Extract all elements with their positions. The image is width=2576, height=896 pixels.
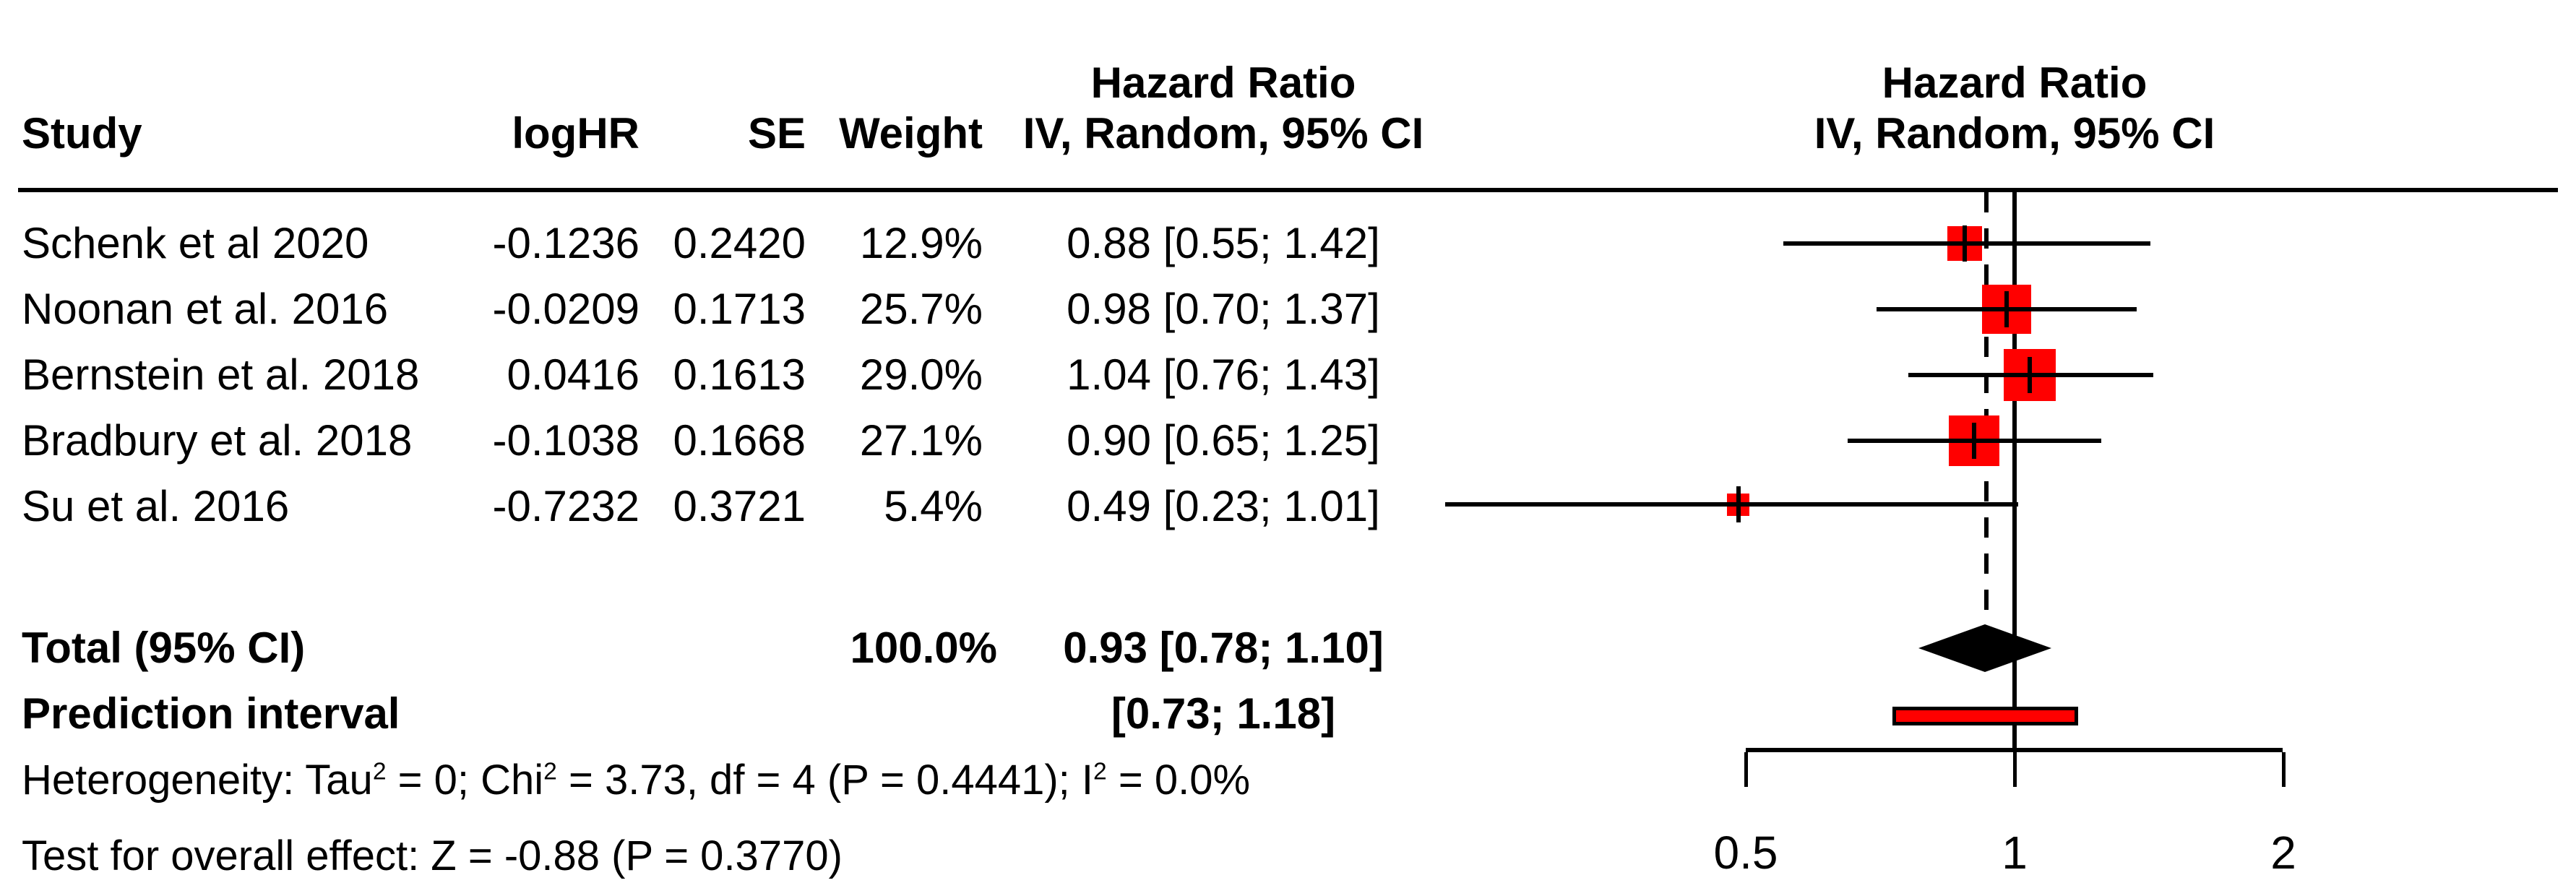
study-weight: 25.7% <box>859 285 983 333</box>
study-ci-line <box>1783 241 2150 246</box>
total-weight: 100.0% <box>850 624 998 672</box>
x-axis-tick <box>1744 752 1748 787</box>
study-se: 0.1613 <box>673 350 806 399</box>
heterogeneity-text: Heterogeneity: Tau2 = 0; Chi2 = 3.73, df… <box>22 757 1251 804</box>
study-weight: 12.9% <box>859 219 983 267</box>
col-header-hr-title: Hazard Ratio <box>1090 59 1356 107</box>
study-loghr: -0.1038 <box>492 416 640 465</box>
col-header-loghr: logHR <box>512 109 639 158</box>
prediction-label: Prediction interval <box>22 689 400 738</box>
study-name: Noonan et al. 2016 <box>22 285 389 333</box>
pooled-estimate-dashed-line <box>1984 192 1989 624</box>
study-se: 0.3721 <box>673 482 806 530</box>
study-point-tick <box>1972 423 1976 459</box>
header-rule <box>18 188 2558 192</box>
col-header-weight: Weight <box>839 109 983 158</box>
study-ci: 0.90 [0.65; 1.25] <box>1067 416 1380 465</box>
study-weight: 29.0% <box>859 350 983 399</box>
x-axis-line <box>1746 748 2283 752</box>
study-name: Su et al. 2016 <box>22 482 290 530</box>
x-axis-tick <box>2282 752 2286 787</box>
total-label: Total (95% CI) <box>22 624 306 672</box>
reference-line <box>2012 192 2017 748</box>
study-loghr: -0.7232 <box>492 482 640 530</box>
overall-effect-text: Test for overall effect: Z = -0.88 (P = … <box>22 832 843 879</box>
prediction-ci: [0.73; 1.18] <box>1111 689 1336 738</box>
study-ci-line <box>1445 502 2018 507</box>
total-diamond <box>1918 624 2051 672</box>
plot-header-hr-subtitle: IV, Random, 95% CI <box>1814 109 2215 158</box>
study-se: 0.1713 <box>673 285 806 333</box>
x-axis-tick-label: 0.5 <box>1713 827 1778 879</box>
study-name: Bradbury et al. 2018 <box>22 416 413 465</box>
study-ci: 0.49 [0.23; 1.01] <box>1067 482 1380 530</box>
study-name: Schenk et al 2020 <box>22 219 369 267</box>
x-axis-tick-label: 1 <box>2002 827 2028 879</box>
x-axis-tick-label: 2 <box>2270 827 2296 879</box>
study-point-tick <box>2004 291 2009 327</box>
study-point-tick <box>2028 357 2032 393</box>
col-header-study: Study <box>22 109 142 158</box>
col-header-se: SE <box>747 109 806 158</box>
study-weight: 5.4% <box>884 482 983 530</box>
study-se: 0.2420 <box>673 219 806 267</box>
plot-header-hr-title: Hazard Ratio <box>1882 59 2148 107</box>
total-ci: 0.93 [0.78; 1.10] <box>1063 624 1384 672</box>
study-point-tick <box>1963 225 1967 262</box>
study-weight: 27.1% <box>859 416 983 465</box>
study-loghr: -0.1236 <box>492 219 640 267</box>
study-point-tick <box>1736 486 1741 522</box>
study-loghr: -0.0209 <box>492 285 640 333</box>
prediction-interval-bar <box>1892 707 2078 725</box>
study-se: 0.1668 <box>673 416 806 465</box>
study-name: Bernstein et al. 2018 <box>22 350 420 399</box>
col-header-hr-subtitle: IV, Random, 95% CI <box>1022 109 1424 158</box>
study-ci: 0.98 [0.70; 1.37] <box>1067 285 1380 333</box>
x-axis-tick <box>2013 752 2017 787</box>
study-ci: 0.88 [0.55; 1.42] <box>1067 219 1380 267</box>
study-ci: 1.04 [0.76; 1.43] <box>1067 350 1380 399</box>
study-loghr: 0.0416 <box>507 350 639 399</box>
